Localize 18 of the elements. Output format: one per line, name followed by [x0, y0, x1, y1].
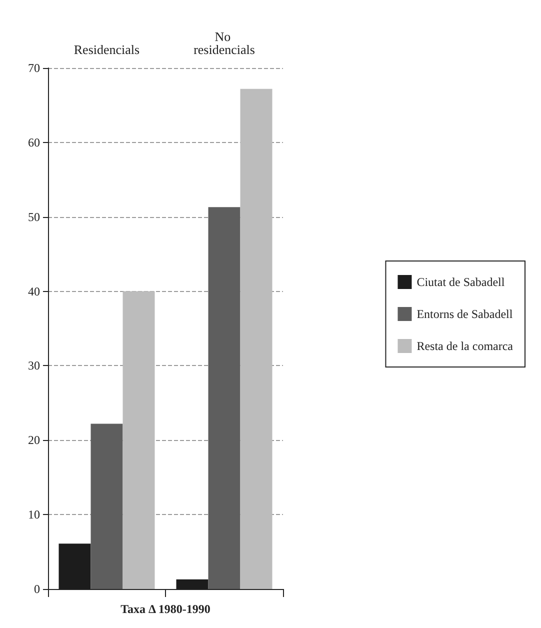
y-tick-label: 40: [28, 284, 40, 298]
y-tick-label: 50: [28, 210, 40, 224]
y-tick-label: 0: [34, 582, 40, 596]
bar: [240, 88, 272, 589]
legend-label: Ciutat de Sabadell: [416, 275, 506, 289]
y-tick-label: 70: [28, 61, 40, 75]
x-tick-label: Residencials: [74, 42, 140, 57]
y-tick-label: 20: [28, 433, 40, 448]
bar: [208, 207, 240, 589]
legend-label: Entorns de Sabadell: [416, 307, 514, 321]
x-axis-title: Taxa Δ 1980-1990: [120, 602, 210, 616]
y-tick-label: 10: [28, 508, 40, 522]
legend-label: Resta de la comarca: [416, 339, 514, 353]
x-tick-label: No residencials: [194, 29, 255, 57]
y-tick-label: 60: [28, 135, 40, 150]
y-tick-label: 30: [28, 358, 40, 373]
bar: [90, 424, 123, 589]
bar: [122, 291, 155, 589]
